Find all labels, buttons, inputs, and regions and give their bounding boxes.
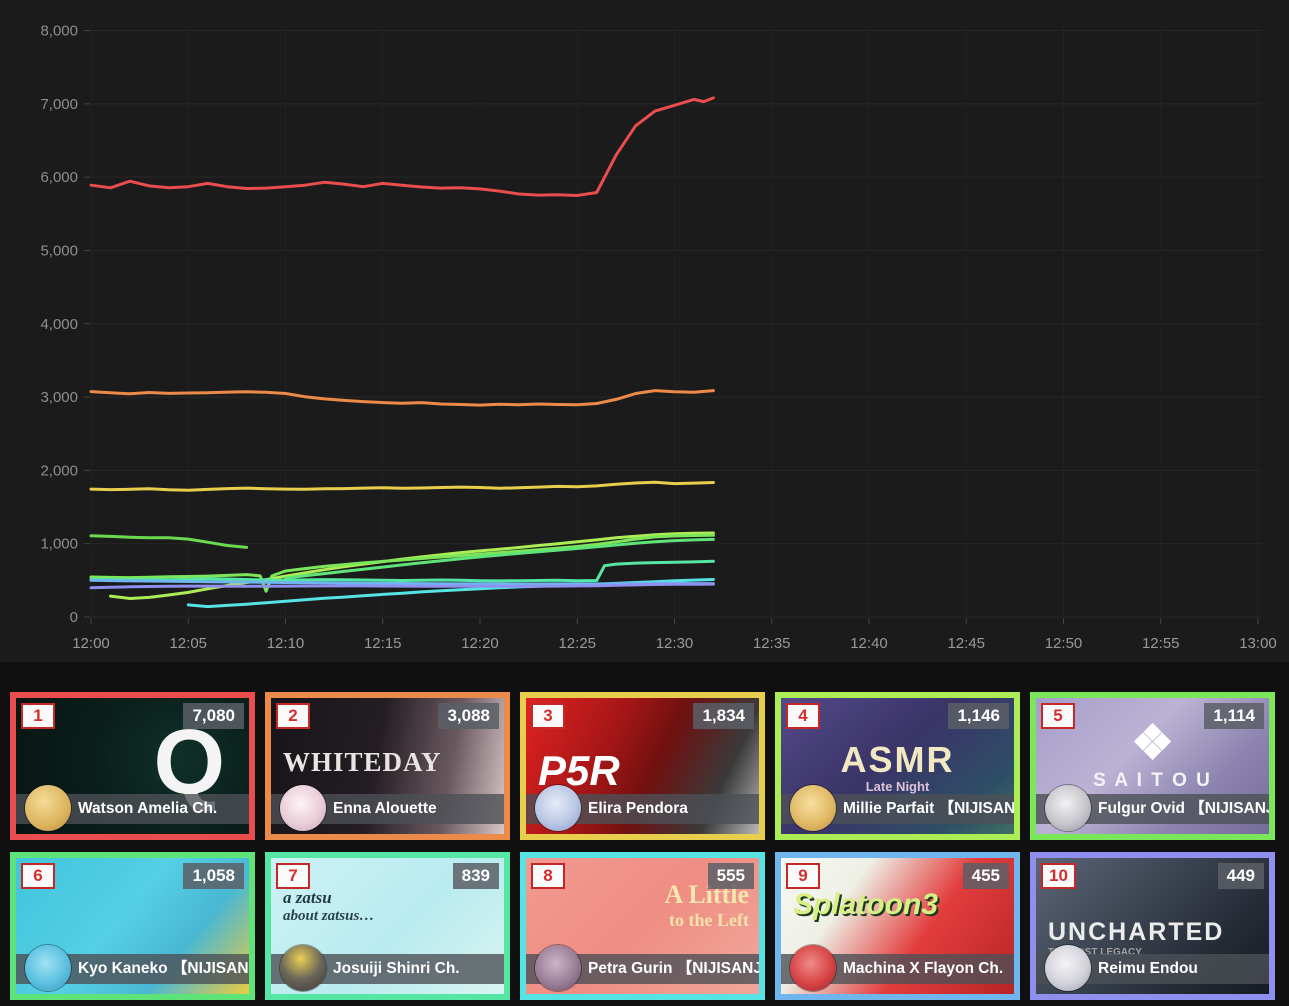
thumbnail-art: ASMR Late Night [781,739,1014,795]
thumbnail-art-title: Splatoon3 [793,888,939,921]
rank-badge: 4 [786,703,820,729]
viewer-count-badge: 449 [1217,863,1264,889]
channel-avatar-icon[interactable] [25,785,71,831]
y-axis-label: 0 [70,609,78,626]
thumbnail-art-subtitle: Late Night [865,779,930,795]
thumbnail-art-glyph: ❖ [1130,716,1175,770]
channel-avatar-icon[interactable] [280,945,326,991]
thumbnail-art-title: UNCHARTED [1048,917,1225,946]
y-axis-label: 5,000 [40,242,78,259]
series-line [89,533,715,593]
viewer-count-badge: 839 [452,863,499,889]
thumbnail-art-glyph: Q [153,711,225,814]
rank-badge: 10 [1041,863,1076,889]
thumbnail-art-subtitle: THE LOST LEGACY [1048,946,1142,958]
thumbnail-art: S A I T O U [1036,770,1269,792]
y-axis-label: 8,000 [40,23,78,40]
channel-avatar-icon[interactable] [1045,785,1091,831]
viewer-count-badge: 1,834 [693,703,754,729]
thumbnail-art: a zatsu about zatsus… [283,888,374,925]
x-axis-label: 12:15 [364,635,402,652]
thumbnail-art: A Little to the Left [665,880,750,931]
y-axis-label: 2,000 [40,462,78,479]
rank-badge: 8 [531,863,565,889]
thumbnail-art-title: ASMR [840,738,955,780]
x-axis-label: 12:05 [169,635,207,652]
x-axis-label: 12:10 [267,635,305,652]
stream-card[interactable]: WHITEDAY 2 3,088 Enna Alouette [265,692,510,840]
rank-badge: 9 [786,863,820,889]
channel-avatar-icon[interactable] [535,785,581,831]
x-axis-label: 12:00 [72,635,110,652]
x-axis-label: 12:40 [850,635,888,652]
stream-card[interactable]: P5R ROYAL 3 1,834 Elira Pendora [520,692,765,840]
thumbnail-art-title: S A I T O U [1093,770,1212,792]
series-line [89,559,715,583]
y-axis-label: 1,000 [40,536,78,553]
stream-card[interactable]: UNCHARTED THE LOST LEGACY 10 449 Reimu E… [1030,852,1275,1000]
thumbnail-art: UNCHARTED THE LOST LEGACY [1048,918,1224,958]
stream-card[interactable]: ASMR Late Night 4 1,146 Millie Parfait 【… [775,692,1020,840]
channel-avatar-icon[interactable] [25,945,71,991]
thumbnail-art: Splatoon3 [793,888,938,923]
viewer-count-badge: 1,058 [183,863,244,889]
series-line [89,389,715,407]
series-line [89,582,715,590]
stream-card[interactable]: Splatoon3 9 455 Machina X Flayon Ch. [775,852,1020,1000]
channel-avatar-icon[interactable] [280,785,326,831]
series-line [284,537,715,580]
viewer-count-badge: 1,114 [1204,703,1264,729]
stream-cards-grid: Q 1 7,080 Watson Amelia Ch. WHITEDAY 2 3… [0,662,1289,1006]
channel-avatar-icon[interactable] [790,945,836,991]
x-axis-label: 12:30 [656,635,694,652]
x-axis-label: 12:55 [1142,635,1180,652]
viewers-line-chart[interactable]: 0 1,000 2,000 3,000 4,000 5,000 6,000 7,000 8,00… [0,0,1289,662]
x-axis-label: 12:20 [461,635,499,652]
y-axis-label: 7,000 [40,96,78,113]
viewer-count-badge: 455 [962,863,1009,889]
series-line [89,480,715,492]
series-line [89,534,249,549]
viewer-count-badge: 1,146 [948,703,1009,729]
stream-card[interactable]: a zatsu about zatsus… 7 839 Josuiji Shin… [265,852,510,1000]
thumbnail-art-subtitle: about zatsus… [283,907,375,924]
series-line [109,531,715,600]
y-axis-label: 4,000 [40,316,78,333]
rank-badge: 3 [531,703,565,729]
y-axis-label: 6,000 [40,169,78,186]
thumbnail-art-subtitle: to the Left [669,909,749,930]
x-axis-label: 13:00 [1239,635,1277,652]
y-axis-label: 3,000 [40,389,78,406]
rank-badge: 7 [276,863,310,889]
series-line [89,96,715,197]
x-axis-label: 12:35 [753,635,791,652]
thumbnail-art-title: a zatsu [283,888,332,907]
x-axis-label: 12:45 [947,635,985,652]
thumbnail-art: WHITEDAY [283,747,442,778]
channel-avatar-icon[interactable] [1045,945,1091,991]
stream-card[interactable]: 6 1,058 Kyo Kaneko 【NIJISANJI [10,852,255,1000]
stream-card[interactable]: Q 1 7,080 Watson Amelia Ch. [10,692,255,840]
viewer-count-badge: 7,080 [183,703,244,729]
stream-card[interactable]: A Little to the Left 8 555 Petra Gurin 【… [520,852,765,1000]
rank-badge: 5 [1041,703,1075,729]
channel-avatar-icon[interactable] [535,945,581,991]
channel-avatar-icon[interactable] [790,785,836,831]
rank-badge: 1 [21,703,55,729]
x-axis-label: 12:25 [558,635,596,652]
stream-card[interactable]: S A I T O U ❖ 5 1,114 Fulgur Ovid 【NIJIS… [1030,692,1275,840]
viewer-count-badge: 555 [707,863,754,889]
viewer-count-chart-panel: 0 1,000 2,000 3,000 4,000 5,000 6,000 7,000 8,00… [0,0,1289,662]
thumbnail-art-title: WHITEDAY [283,746,442,777]
viewer-count-badge: 3,088 [438,703,499,729]
rank-badge: 2 [276,703,310,729]
rank-badge: 6 [21,863,55,889]
x-axis-label: 12:50 [1045,635,1083,652]
